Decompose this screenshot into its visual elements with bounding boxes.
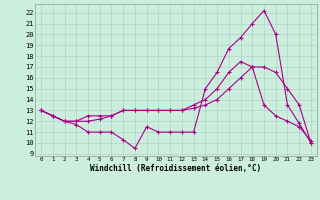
X-axis label: Windchill (Refroidissement éolien,°C): Windchill (Refroidissement éolien,°C) (91, 164, 261, 173)
